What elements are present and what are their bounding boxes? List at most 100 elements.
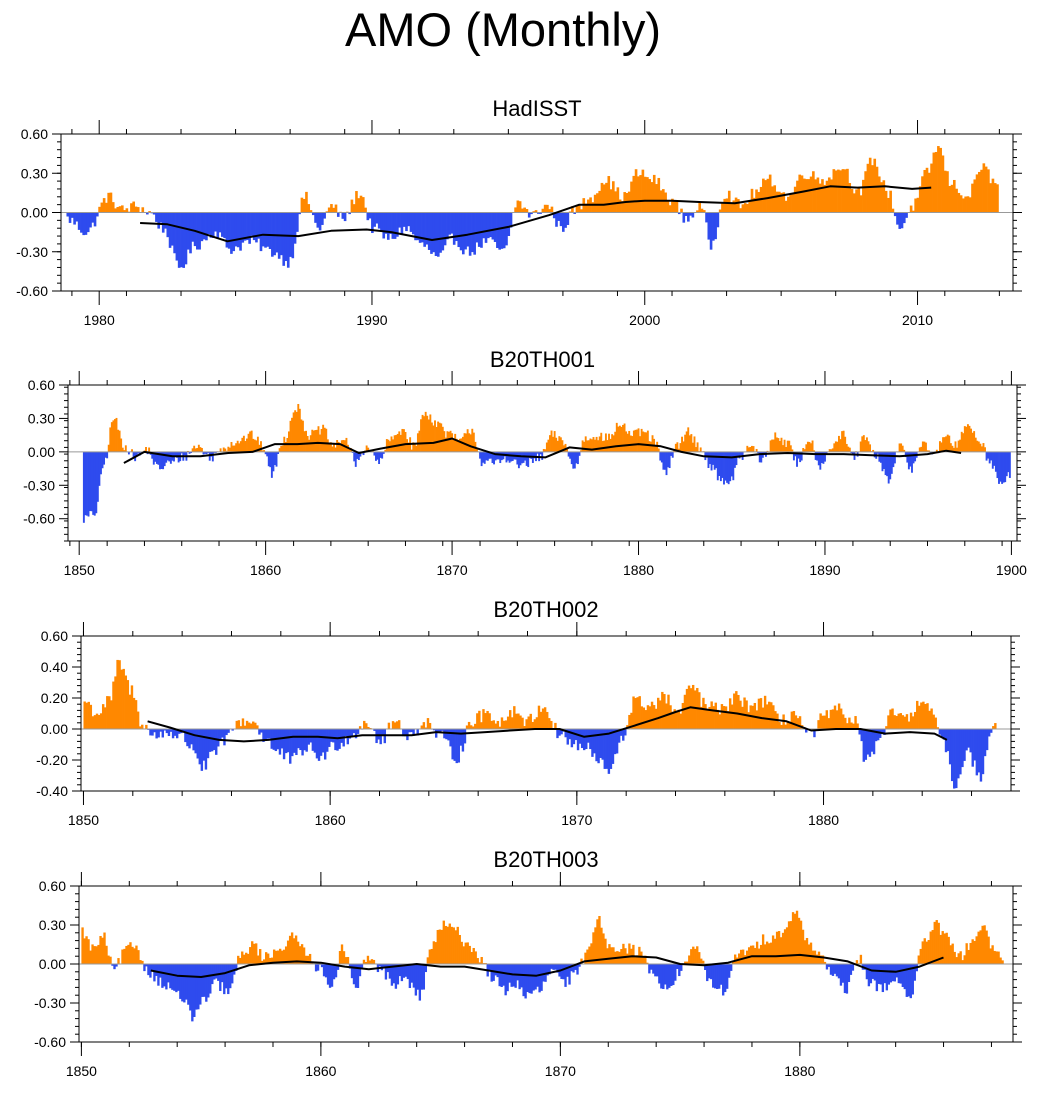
anomaly-bar xyxy=(350,199,354,213)
anomaly-bar xyxy=(741,706,744,729)
anomaly-bar xyxy=(120,669,123,729)
y-tick-label: 0.40 xyxy=(41,659,68,675)
anomaly-bar xyxy=(278,729,282,755)
anomaly-bar xyxy=(188,729,191,749)
anomaly-bar xyxy=(292,412,295,452)
anomaly-bar xyxy=(905,212,908,218)
anomaly-bar xyxy=(796,180,799,213)
anomaly-bar xyxy=(646,962,649,964)
anomaly-bar xyxy=(568,964,571,985)
anomaly-bar xyxy=(860,729,863,742)
anomaly-bar xyxy=(414,964,418,996)
anomaly-bar xyxy=(547,439,550,452)
anomaly-bar xyxy=(427,419,430,452)
anomaly-bar xyxy=(752,446,755,452)
anomaly-bar xyxy=(300,197,304,213)
anomaly-bar xyxy=(183,964,186,1003)
anomaly-bar xyxy=(692,946,695,964)
anomaly-bar xyxy=(480,956,483,964)
anomaly-bar xyxy=(988,451,991,464)
anomaly-bar xyxy=(749,446,752,452)
anomaly-bar xyxy=(450,926,453,964)
anomaly-bar xyxy=(797,917,801,964)
anomaly-bar xyxy=(618,199,622,213)
anomaly-bar xyxy=(699,447,702,452)
anomaly-bar xyxy=(667,451,670,468)
anomaly-bar xyxy=(990,729,993,733)
anomaly-bar xyxy=(780,192,783,213)
anomaly-bar xyxy=(564,212,567,228)
anomaly-bar xyxy=(254,722,257,729)
anomaly-bar xyxy=(248,212,251,244)
anomaly-bar xyxy=(928,710,931,729)
anomaly-bar xyxy=(612,181,615,213)
anomaly-bar xyxy=(833,443,836,452)
anomaly-bar xyxy=(542,964,545,982)
anomaly-bar xyxy=(386,212,390,240)
anomaly-bar xyxy=(255,212,258,243)
anomaly-bar xyxy=(783,439,786,452)
anomaly-bar xyxy=(167,729,171,737)
anomaly-bar xyxy=(362,451,365,456)
anomaly-bar xyxy=(451,729,454,760)
anomaly-bar xyxy=(936,727,939,729)
anomaly-bar xyxy=(205,451,208,455)
anomaly-bar xyxy=(731,704,734,729)
anomaly-bar xyxy=(377,212,381,229)
anomaly-bar xyxy=(267,451,270,467)
anomaly-bar xyxy=(866,163,870,213)
anomaly-bar xyxy=(842,430,845,452)
anomaly-bar xyxy=(683,694,687,729)
anomaly-bar xyxy=(947,936,950,964)
anomaly-bar xyxy=(235,720,238,729)
anomaly-bar xyxy=(801,929,805,964)
anomaly-bar xyxy=(737,451,739,458)
anomaly-bar xyxy=(159,212,163,223)
anomaly-bar xyxy=(597,440,600,452)
anomaly-bar xyxy=(455,729,458,764)
anomaly-bar xyxy=(186,212,190,250)
anomaly-bar xyxy=(807,179,811,213)
anomaly-bar xyxy=(959,439,962,452)
anomaly-bar xyxy=(784,724,787,729)
anomaly-bar xyxy=(460,941,463,964)
anomaly-bar xyxy=(941,155,945,213)
anomaly-bar xyxy=(321,212,324,225)
anomaly-bar xyxy=(446,926,449,964)
anomaly-bar xyxy=(586,440,589,452)
anomaly-bar xyxy=(926,703,929,729)
anomaly-bar xyxy=(201,448,203,452)
anomaly-bar xyxy=(721,202,724,213)
anomaly-bar xyxy=(752,197,756,213)
anomaly-bar xyxy=(407,442,410,452)
anomaly-bar xyxy=(913,964,916,981)
plot-frame xyxy=(67,384,1018,542)
anomaly-bar xyxy=(516,200,520,213)
anomaly-bar xyxy=(628,430,631,452)
anomaly-bar xyxy=(622,729,625,741)
anomaly-bar xyxy=(982,443,985,452)
anomaly-bar xyxy=(667,694,670,729)
anomaly-bar xyxy=(761,934,765,964)
anomaly-bar xyxy=(989,948,992,964)
anomaly-bar xyxy=(413,444,416,452)
anomaly-bar xyxy=(266,729,269,739)
anomaly-bar xyxy=(305,729,308,752)
anomaly-bar xyxy=(798,716,802,729)
anomaly-bar xyxy=(231,964,234,984)
anomaly-bar xyxy=(738,451,741,459)
anomaly-bar xyxy=(573,451,576,469)
anomaly-bar xyxy=(650,441,652,452)
anomaly-bar xyxy=(959,195,963,213)
anomaly-bar xyxy=(522,964,525,997)
anomaly-bar xyxy=(945,436,948,452)
anomaly-bar xyxy=(195,964,198,1010)
anomaly-bar xyxy=(426,415,429,452)
anomaly-bar xyxy=(639,175,642,213)
anomaly-bar xyxy=(189,964,192,1011)
anomaly-bar xyxy=(356,729,360,734)
anomaly-bar xyxy=(237,720,241,729)
anomaly-bar xyxy=(550,720,553,729)
anomaly-bar xyxy=(903,964,906,990)
